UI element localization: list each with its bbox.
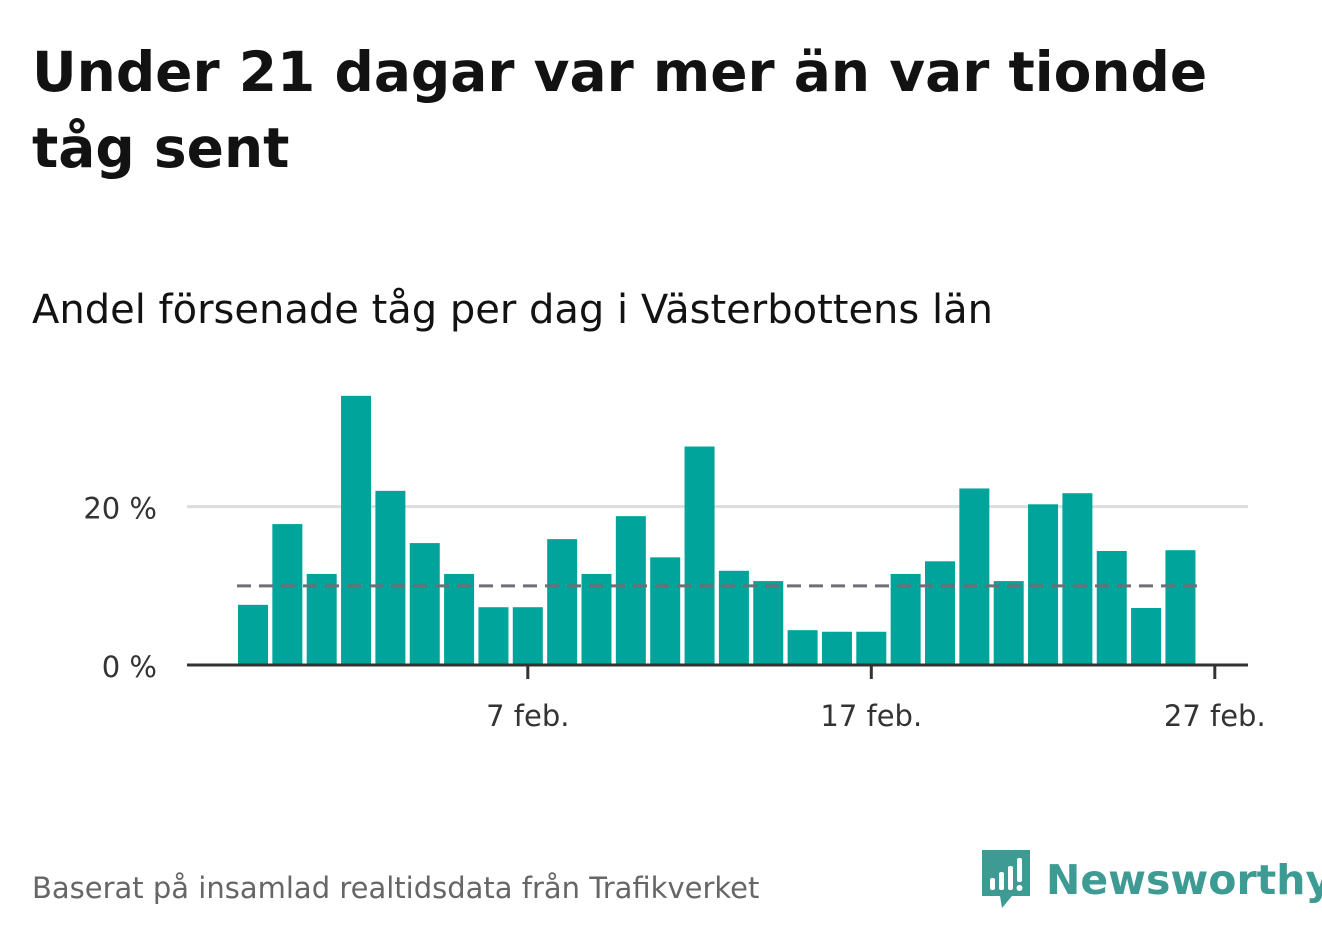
x-tick-label: 7 feb.: [486, 699, 569, 733]
bar: [341, 395, 372, 665]
y-tick-label: 0 %: [102, 650, 157, 684]
brand-logo: Newsworthy: [980, 848, 1322, 912]
bar: [925, 561, 955, 665]
newsworthy-icon: [982, 850, 1030, 908]
chart-title: Under 21 dagar var mer än var tionde tåg…: [32, 40, 1208, 180]
bar: [650, 557, 681, 665]
bar: [444, 573, 475, 665]
bar: [1131, 608, 1162, 665]
bar: [581, 573, 612, 665]
chart-subtitle: Andel försenade tåg per dag i Västerbott…: [32, 287, 993, 333]
bar: [238, 604, 268, 665]
bar: [1165, 550, 1196, 665]
bar: [512, 607, 543, 665]
y-tick-label: 20 %: [83, 492, 157, 526]
bar: [787, 630, 818, 665]
bar: [993, 581, 1024, 665]
bar: [306, 573, 337, 665]
bar: [821, 631, 852, 665]
x-tick-label: 27 feb.: [1164, 699, 1266, 733]
bar: [478, 607, 509, 665]
bar: [1096, 551, 1127, 665]
x-tick-label: 17 feb.: [820, 699, 922, 733]
bars: [238, 395, 1196, 665]
bar: [375, 490, 406, 665]
source-note: Baserat på insamlad realtidsdata från Tr…: [32, 871, 760, 905]
bar: [615, 516, 646, 665]
bar: [409, 543, 440, 665]
bar: [684, 446, 715, 665]
bar: [1062, 493, 1093, 665]
bar: [856, 631, 887, 665]
bar: [272, 524, 303, 665]
bar: [890, 573, 921, 665]
brand-name: Newsworthy: [1046, 856, 1322, 904]
bar: [547, 539, 578, 665]
bar: [959, 488, 990, 665]
axes: 0 % 20 % 7 feb. 17 feb. 27 feb.: [83, 492, 1265, 733]
bar: [753, 581, 784, 665]
